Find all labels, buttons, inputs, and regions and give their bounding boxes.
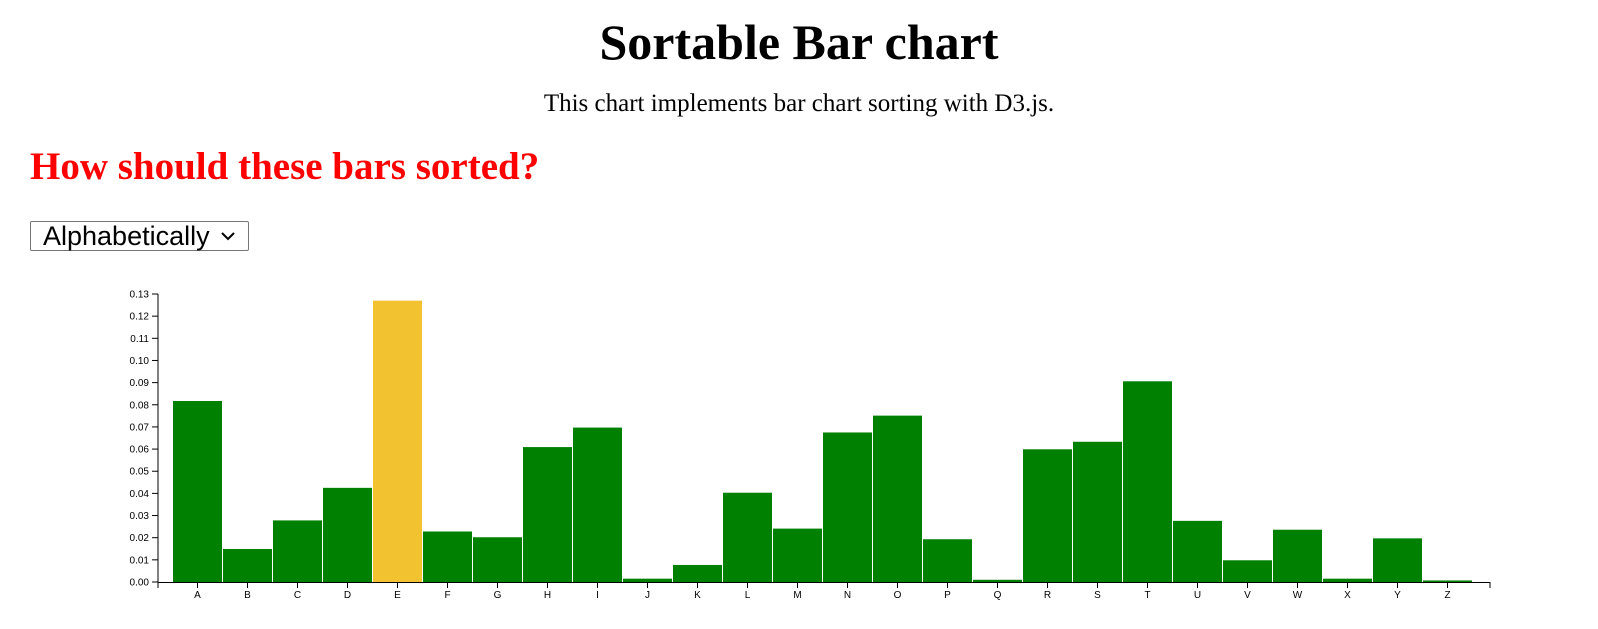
x-tick-label-h: H bbox=[544, 590, 551, 601]
chevron-down-icon bbox=[220, 232, 235, 241]
bars-group bbox=[173, 300, 1472, 582]
x-tick-label-n: N bbox=[844, 590, 851, 601]
bar-o[interactable] bbox=[873, 415, 922, 582]
y-tick-label: 0.13 bbox=[130, 290, 150, 301]
x-tick-label-i: I bbox=[596, 590, 599, 601]
bar-s[interactable] bbox=[1073, 441, 1122, 582]
bar-v[interactable] bbox=[1223, 560, 1272, 582]
x-tick-label-z: Z bbox=[1444, 590, 1450, 601]
bar-d[interactable] bbox=[323, 487, 372, 582]
x-tick-label-d: D bbox=[344, 590, 351, 601]
bar-w[interactable] bbox=[1273, 529, 1322, 582]
bar-chart: 0.00 0.01 0.02 0.03 0.04 0.05 0.06 0.07 0.08 0.09… bbox=[130, 290, 1491, 601]
y-tick-label: 0.08 bbox=[130, 400, 150, 411]
x-tick-label-k: K bbox=[694, 590, 701, 601]
page-title: Sortable Bar chart bbox=[599, 14, 999, 70]
bar-j[interactable] bbox=[623, 578, 672, 582]
y-tick-label: 0.09 bbox=[130, 378, 150, 389]
sort-order-select[interactable]: Alphabetically bbox=[30, 221, 249, 251]
x-tick-label-l: L bbox=[745, 590, 751, 601]
y-tick-label: 0.05 bbox=[130, 467, 150, 478]
x-tick-label-b: B bbox=[244, 590, 251, 601]
y-tick-label: 0.12 bbox=[130, 312, 150, 323]
x-tick-label-v: V bbox=[1244, 590, 1251, 601]
bar-q[interactable] bbox=[973, 579, 1022, 582]
x-tick-label-t: T bbox=[1144, 590, 1150, 601]
bar-e[interactable] bbox=[373, 300, 422, 582]
x-tick-label-p: P bbox=[944, 590, 951, 601]
sort-question-heading: How should these bars sorted? bbox=[30, 145, 540, 188]
bar-a[interactable] bbox=[173, 401, 222, 582]
x-tick-label-j: J bbox=[645, 590, 650, 601]
x-tick-label-w: W bbox=[1293, 590, 1303, 601]
bar-f[interactable] bbox=[423, 531, 472, 582]
bar-k[interactable] bbox=[673, 564, 722, 582]
bar-i[interactable] bbox=[573, 427, 622, 582]
bar-g[interactable] bbox=[473, 537, 522, 582]
y-tick-label: 0.01 bbox=[130, 555, 150, 566]
y-tick-label: 0.07 bbox=[130, 422, 150, 433]
bar-y[interactable] bbox=[1373, 538, 1422, 582]
bar-u[interactable] bbox=[1173, 520, 1222, 582]
x-tick-label-a: A bbox=[194, 590, 201, 601]
bar-b[interactable] bbox=[223, 548, 272, 582]
x-tick-label-m: M bbox=[793, 590, 801, 601]
x-tick-label-e: E bbox=[394, 590, 401, 601]
bar-t[interactable] bbox=[1123, 381, 1172, 582]
x-tick-label-g: G bbox=[494, 590, 502, 601]
bar-m[interactable] bbox=[773, 528, 822, 582]
y-tick-label: 0.06 bbox=[130, 445, 150, 456]
bar-l[interactable] bbox=[723, 492, 772, 582]
x-tick-label-f: F bbox=[444, 590, 450, 601]
bar-z[interactable] bbox=[1423, 580, 1472, 582]
bar-p[interactable] bbox=[923, 539, 972, 582]
y-tick-label: 0.03 bbox=[130, 511, 150, 522]
bar-c[interactable] bbox=[273, 520, 322, 582]
y-tick-label: 0.04 bbox=[130, 489, 150, 500]
x-tick-label-y: Y bbox=[1394, 590, 1401, 601]
y-tick-label: 0.00 bbox=[130, 578, 150, 589]
bar-x[interactable] bbox=[1323, 578, 1372, 582]
y-tick-label: 0.10 bbox=[130, 356, 150, 367]
x-tick-label-s: S bbox=[1094, 590, 1101, 601]
y-tick-label: 0.11 bbox=[130, 334, 149, 345]
y-tick-label: 0.02 bbox=[130, 533, 150, 544]
x-tick-label-x: X bbox=[1344, 590, 1351, 601]
x-tick-label-u: U bbox=[1194, 590, 1201, 601]
page-subtitle: This chart implements bar chart sorting … bbox=[543, 90, 1055, 117]
x-tick-label-r: R bbox=[1044, 590, 1051, 601]
x-axis: A B C D E F G H I J K L M N O P Q R S T U V W X Y Z bbox=[157, 582, 1491, 601]
y-axis: 0.00 0.01 0.02 0.03 0.04 0.05 0.06 0.07 0.08 0.09… bbox=[130, 290, 159, 589]
bar-h[interactable] bbox=[523, 447, 572, 582]
bar-r[interactable] bbox=[1023, 449, 1072, 582]
sort-order-selected-value: Alphabetically bbox=[43, 221, 210, 251]
x-tick-label-c: C bbox=[294, 590, 301, 601]
bar-n[interactable] bbox=[823, 432, 872, 582]
x-tick-label-q: Q bbox=[994, 590, 1002, 601]
x-tick-label-o: O bbox=[894, 590, 902, 601]
